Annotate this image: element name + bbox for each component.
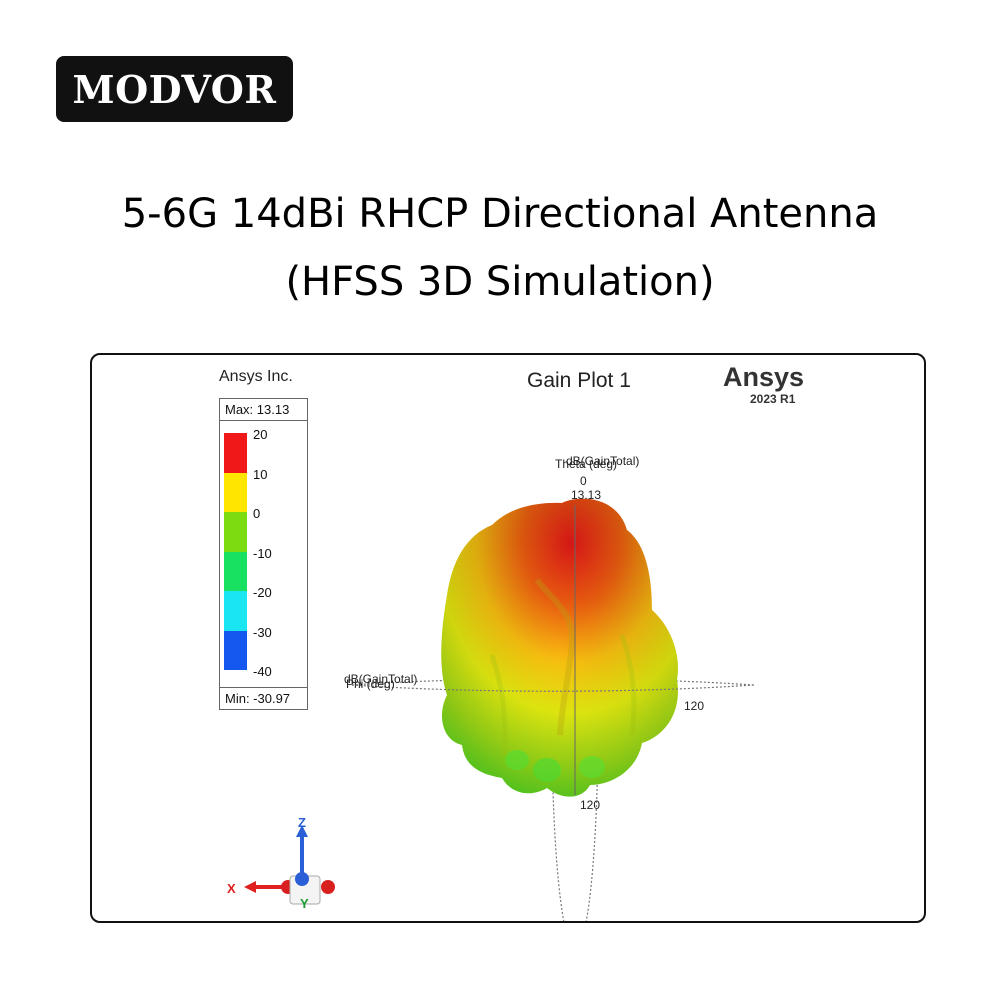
triad-blue-sphere [295, 872, 309, 886]
lobe-fold-right [619, 634, 637, 736]
legend-tick: -40 [253, 664, 272, 679]
legend-tick: 10 [253, 466, 268, 482]
triad-y-label: Y [300, 896, 309, 911]
phi-120-label: 120 [684, 699, 704, 713]
z-arrow-head [296, 825, 308, 837]
lobe-sidelobe-3 [579, 756, 605, 778]
logo-text: MODVOR [72, 66, 277, 112]
legend-swatch [224, 512, 247, 552]
phi-label-b: Phi (deg) [346, 677, 395, 691]
max-gain-label: 13.13 [571, 488, 601, 502]
page-title: 5-6G 14dBi RHCP Directional Antenna [121, 191, 879, 237]
legend-min: Min: -30.97 [220, 687, 307, 709]
page-subtitle: (HFSS 3D Simulation) [285, 259, 715, 305]
lobe-fold-left [489, 654, 508, 756]
legend-swatch [224, 551, 247, 591]
legend-swatch [224, 472, 247, 512]
legend-swatch [224, 433, 247, 473]
x-arrow-head [244, 881, 256, 893]
lobe-sidelobe-1 [533, 758, 561, 782]
theta-120-label: 120 [580, 798, 600, 812]
legend-tick: -20 [253, 585, 272, 600]
color-legend: Max: 13.13 20 10 0 -10 -20 -30 -40 Min: -30.97 [219, 398, 308, 710]
phi-label-a: dB(GainTotal) [344, 672, 417, 686]
lobe-sidelobe-2 [505, 750, 529, 770]
brand-logo: MODVOR [56, 56, 293, 122]
legend-tick: -10 [253, 545, 272, 561]
company-label: Ansys Inc. [219, 368, 293, 385]
triad-x-label: X [227, 881, 236, 896]
legend-swatch [224, 591, 247, 631]
phi-ring-front [351, 684, 755, 692]
legend-swatch [224, 630, 247, 670]
version-label: 2023 R1 [750, 392, 796, 406]
theta-zero: 0 [580, 474, 587, 488]
theta-label-a: dB(GainTotal) [566, 454, 639, 468]
vendor-logo: Ansys [723, 362, 805, 392]
theta-label-b: Theta (deg) [555, 457, 617, 471]
coordinate-triad: Z X Y [227, 815, 335, 911]
triad-red-sphere-right [321, 880, 335, 894]
triad-z-label: Z [298, 815, 306, 830]
lobe-fold-center [534, 578, 576, 736]
plot-title: Gain Plot 1 [527, 369, 631, 392]
legend-max: Max: 13.13 [220, 399, 307, 421]
legend-tick: -30 [253, 624, 272, 640]
simulation-plot-frame: Ansys Inc. Gain Plot 1 Ansys 2023 R1 Max… [90, 353, 926, 923]
legend-tick: 20 [253, 427, 268, 442]
radiation-pattern-3d: dB(GainTotal) Theta (deg) 0 13.13 dB(Gai… [227, 454, 755, 921]
legend-tick: 0 [253, 506, 261, 521]
lobe-shading [441, 498, 678, 797]
